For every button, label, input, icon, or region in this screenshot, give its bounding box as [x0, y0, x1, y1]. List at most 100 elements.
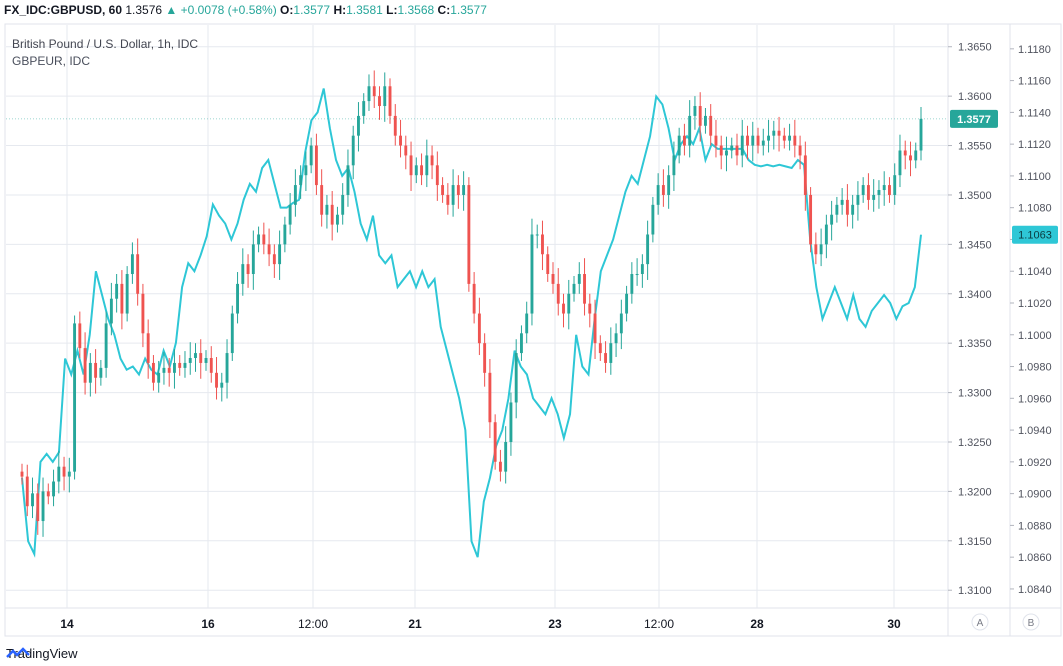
candle-body — [709, 115, 713, 136]
price-chart[interactable]: 1.3650 1.3600 1.3550 1.3500 1.3450 1.3400 1.33… — [0, 0, 1063, 640]
candle-body — [719, 145, 723, 156]
y2-tick-label: 1.1160 — [1018, 76, 1051, 88]
candle-body — [314, 145, 318, 186]
y2-tick-label: 1.1080 — [1018, 203, 1052, 215]
candle-body — [388, 86, 392, 116]
candle-body — [430, 155, 434, 166]
scale-mode-button-a[interactable]: A — [971, 613, 989, 631]
candle-body — [609, 343, 613, 363]
candle-body — [425, 155, 429, 176]
last-price-badge-label: 1.3577 — [957, 114, 991, 126]
y2-tick-label: 1.0840 — [1018, 584, 1052, 596]
y-tick-label: 1.3300 — [958, 388, 992, 400]
candle-body — [57, 466, 61, 482]
footer: TradingView — [6, 646, 78, 661]
y2-tick-label: 1.1000 — [1018, 330, 1052, 342]
candle-body — [204, 358, 208, 363]
last-price-badge — [950, 109, 998, 128]
candle-body — [493, 422, 497, 462]
low-label: L: — [386, 3, 398, 17]
candle-body — [188, 358, 192, 363]
candle-body — [325, 204, 329, 215]
candle-body — [845, 199, 849, 215]
candle-body — [472, 283, 476, 314]
y2-tick-label: 1.0960 — [1018, 393, 1052, 405]
candle-body — [914, 150, 918, 161]
candle-body — [519, 333, 523, 354]
candle-body — [819, 244, 823, 255]
candle-body — [456, 185, 460, 195]
price-change: ▲ +0.0078 (+0.58%) — [165, 3, 277, 17]
x-tick-label: 23 — [548, 617, 562, 631]
candle-body — [293, 185, 297, 205]
candle-body — [225, 353, 229, 383]
legend-main-series[interactable]: British Pound / U.S. Dollar, 1h, IDC — [12, 37, 199, 51]
y2-tick-label: 1.0980 — [1018, 362, 1052, 374]
candle-body — [830, 214, 834, 225]
candle-body — [535, 234, 539, 236]
candle-body — [130, 254, 134, 275]
candle-body — [88, 362, 92, 383]
candle-body — [136, 254, 140, 294]
symbol-name[interactable]: FX_IDC:GBPUSD, 60 — [4, 3, 123, 17]
y-tick-label: 1.3200 — [958, 486, 992, 498]
candle-body — [772, 130, 776, 136]
candle-body — [272, 254, 276, 265]
candle-body — [351, 135, 355, 166]
candle-body — [120, 283, 124, 314]
high-value: 1.3581 — [346, 3, 383, 17]
candle-body — [740, 135, 744, 156]
y2-tick-label: 1.1040 — [1018, 266, 1052, 278]
candle-body — [257, 234, 261, 245]
candle-body — [651, 204, 655, 235]
y-tick-label: 1.3350 — [958, 338, 992, 350]
candle-body — [898, 150, 902, 176]
candle-body — [451, 185, 455, 205]
candle-body — [882, 185, 886, 191]
candle-body — [151, 362, 155, 383]
candle-body — [278, 244, 282, 265]
candle-body — [477, 313, 481, 344]
y-tick-label: 1.3450 — [958, 239, 992, 251]
candle-body — [525, 313, 529, 334]
candle-body — [888, 185, 891, 195]
scale-mode-button-b[interactable]: B — [1022, 613, 1040, 631]
candle-body — [104, 323, 108, 368]
candle-body — [220, 382, 224, 388]
candle-body — [861, 185, 865, 195]
y-tick-label: 1.3550 — [958, 141, 992, 153]
candle-body — [877, 190, 881, 195]
y2-tick-label: 1.1120 — [1018, 139, 1051, 151]
candle-body — [25, 476, 29, 507]
candle-body — [725, 150, 728, 156]
candle-body — [167, 367, 171, 373]
candle-body — [498, 461, 502, 472]
candle-body — [146, 333, 150, 363]
low-value: 1.3568 — [397, 3, 435, 17]
candle-body — [803, 155, 807, 195]
x-tick-label: 12:00 — [298, 617, 328, 631]
chart-frame — [4, 23, 1062, 637]
candle-body — [646, 234, 650, 265]
scale-button-label: B — [1028, 618, 1035, 629]
x-tick-label: 28 — [750, 617, 764, 631]
candle-body — [283, 224, 287, 245]
y2-tick-label: 1.0860 — [1018, 552, 1052, 564]
candle-body — [246, 264, 250, 275]
candle-body — [714, 135, 718, 146]
candle-body — [630, 274, 634, 294]
candle-body — [115, 283, 119, 299]
candle-body — [730, 145, 734, 151]
legend-compare-series[interactable]: GBPEUR, IDC — [12, 54, 91, 68]
candle-body — [635, 274, 639, 276]
candle-body — [320, 185, 324, 215]
candle-body — [251, 244, 255, 275]
candle-body — [372, 86, 376, 97]
candle-body — [682, 135, 686, 146]
candle-body — [52, 481, 55, 497]
candle-body — [330, 204, 334, 225]
candle-body — [309, 145, 313, 166]
candle-body — [851, 204, 855, 215]
candle-body — [735, 145, 739, 156]
candle-body — [751, 135, 755, 146]
